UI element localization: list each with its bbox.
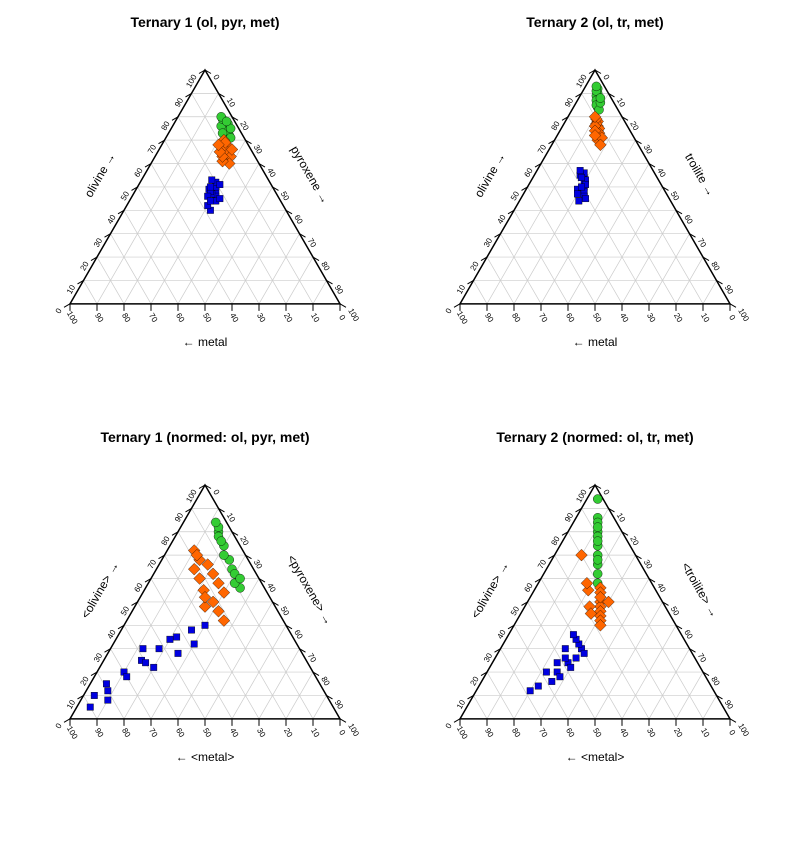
svg-text:0: 0 [727, 728, 737, 737]
svg-text:0: 0 [337, 728, 347, 737]
svg-text:0: 0 [54, 306, 64, 315]
svg-text:100: 100 [455, 310, 470, 327]
panel-4-svg: 0001010102020203030304040405050506060607… [405, 445, 785, 825]
svg-text:10: 10 [309, 726, 322, 739]
svg-text:0: 0 [601, 73, 611, 82]
svg-text:60: 60 [174, 311, 187, 324]
svg-text:<troilite> →: <troilite> → [679, 560, 722, 620]
svg-text:40: 40 [228, 726, 241, 739]
svg-text:90: 90 [483, 726, 496, 739]
panel-3-title: Ternary 1 (normed: ol, pyr, met) [10, 425, 400, 445]
svg-text:<olivine> →: <olivine> → [468, 559, 512, 621]
svg-text:100: 100 [736, 307, 751, 324]
svg-text:← <metal>: ← <metal> [176, 750, 235, 764]
svg-text:100: 100 [346, 307, 361, 324]
svg-text:← metal: ← metal [183, 335, 228, 349]
svg-text:60: 60 [564, 311, 577, 324]
svg-text:0: 0 [444, 306, 454, 315]
svg-text:80: 80 [510, 311, 523, 324]
svg-text:olivine →: olivine → [472, 150, 509, 200]
panel-4-title: Ternary 2 (normed: ol, tr, met) [400, 425, 790, 445]
panel-2-title: Ternary 2 (ol, tr, met) [400, 10, 790, 30]
svg-text:10: 10 [699, 726, 712, 739]
svg-text:80: 80 [120, 311, 133, 324]
svg-text:50: 50 [591, 726, 604, 739]
svg-text:70: 70 [537, 311, 550, 324]
svg-text:100: 100 [184, 73, 199, 90]
svg-text:40: 40 [618, 311, 631, 324]
svg-text:60: 60 [564, 726, 577, 739]
panel-4: Ternary 2 (normed: ol, tr, met) 00010101… [400, 425, 790, 840]
svg-text:100: 100 [65, 310, 80, 327]
panel-1: Ternary 1 (ol, pyr, met) 000101010202020… [10, 10, 400, 425]
panel-3-svg: 0001010102020203030304040405050506060607… [15, 445, 395, 825]
svg-text:20: 20 [672, 311, 685, 324]
svg-text:30: 30 [255, 311, 268, 324]
svg-text:<olivine> →: <olivine> → [78, 559, 122, 621]
svg-text:0: 0 [211, 73, 221, 82]
svg-text:100: 100 [455, 725, 470, 742]
svg-text:100: 100 [574, 488, 589, 505]
svg-text:100: 100 [184, 488, 199, 505]
svg-text:← <metal>: ← <metal> [566, 750, 625, 764]
panel-3: Ternary 1 (normed: ol, pyr, met) 0 0 0 10 10… [10, 425, 400, 840]
svg-text:80: 80 [120, 726, 133, 739]
svg-text:70: 70 [537, 726, 550, 739]
svg-text:0: 0 [211, 488, 221, 497]
svg-text:30: 30 [645, 726, 658, 739]
svg-text:← metal: ← metal [573, 335, 618, 349]
svg-text:0: 0 [337, 313, 347, 322]
svg-text:0: 0 [601, 488, 611, 497]
svg-text:20: 20 [282, 726, 295, 739]
svg-text:40: 40 [618, 726, 631, 739]
panel-1-svg: 0001010102020203030304040405050506060607… [15, 30, 395, 410]
svg-text:70: 70 [147, 726, 160, 739]
panel-2: Ternary 2 (ol, tr, met) 0001010102020203… [400, 10, 790, 425]
svg-text:30: 30 [645, 311, 658, 324]
svg-text:100: 100 [736, 722, 751, 739]
svg-text:80: 80 [510, 726, 523, 739]
svg-text:0: 0 [444, 721, 454, 730]
svg-text:10: 10 [309, 311, 322, 324]
svg-text:30: 30 [255, 726, 268, 739]
svg-text:10: 10 [699, 311, 712, 324]
panel-1-title: Ternary 1 (ol, pyr, met) [10, 10, 400, 30]
panel-2-svg: 0001010102020203030304040405050506060607… [405, 30, 785, 410]
svg-text:<pyroxene> →: <pyroxene> → [284, 552, 335, 627]
svg-text:90: 90 [483, 311, 496, 324]
svg-text:50: 50 [591, 311, 604, 324]
svg-text:0: 0 [727, 313, 737, 322]
ternary-grid: Ternary 1 (ol, pyr, met) 0 0 0 10 10 10 20 20 20… [10, 10, 790, 840]
svg-text:olivine →: olivine → [82, 150, 119, 200]
svg-text:40: 40 [228, 311, 241, 324]
svg-text:70: 70 [147, 311, 160, 324]
svg-text:90: 90 [93, 311, 106, 324]
svg-text:troilite →: troilite → [682, 151, 718, 199]
svg-text:50: 50 [201, 726, 214, 739]
svg-text:50: 50 [201, 311, 214, 324]
svg-text:20: 20 [282, 311, 295, 324]
svg-text:100: 100 [574, 73, 589, 90]
svg-text:90: 90 [93, 726, 106, 739]
svg-text:0: 0 [54, 721, 64, 730]
svg-text:100: 100 [65, 725, 80, 742]
svg-text:100: 100 [346, 722, 361, 739]
svg-text:60: 60 [174, 726, 187, 739]
svg-text:20: 20 [672, 726, 685, 739]
svg-text:pyroxene →: pyroxene → [288, 143, 332, 206]
